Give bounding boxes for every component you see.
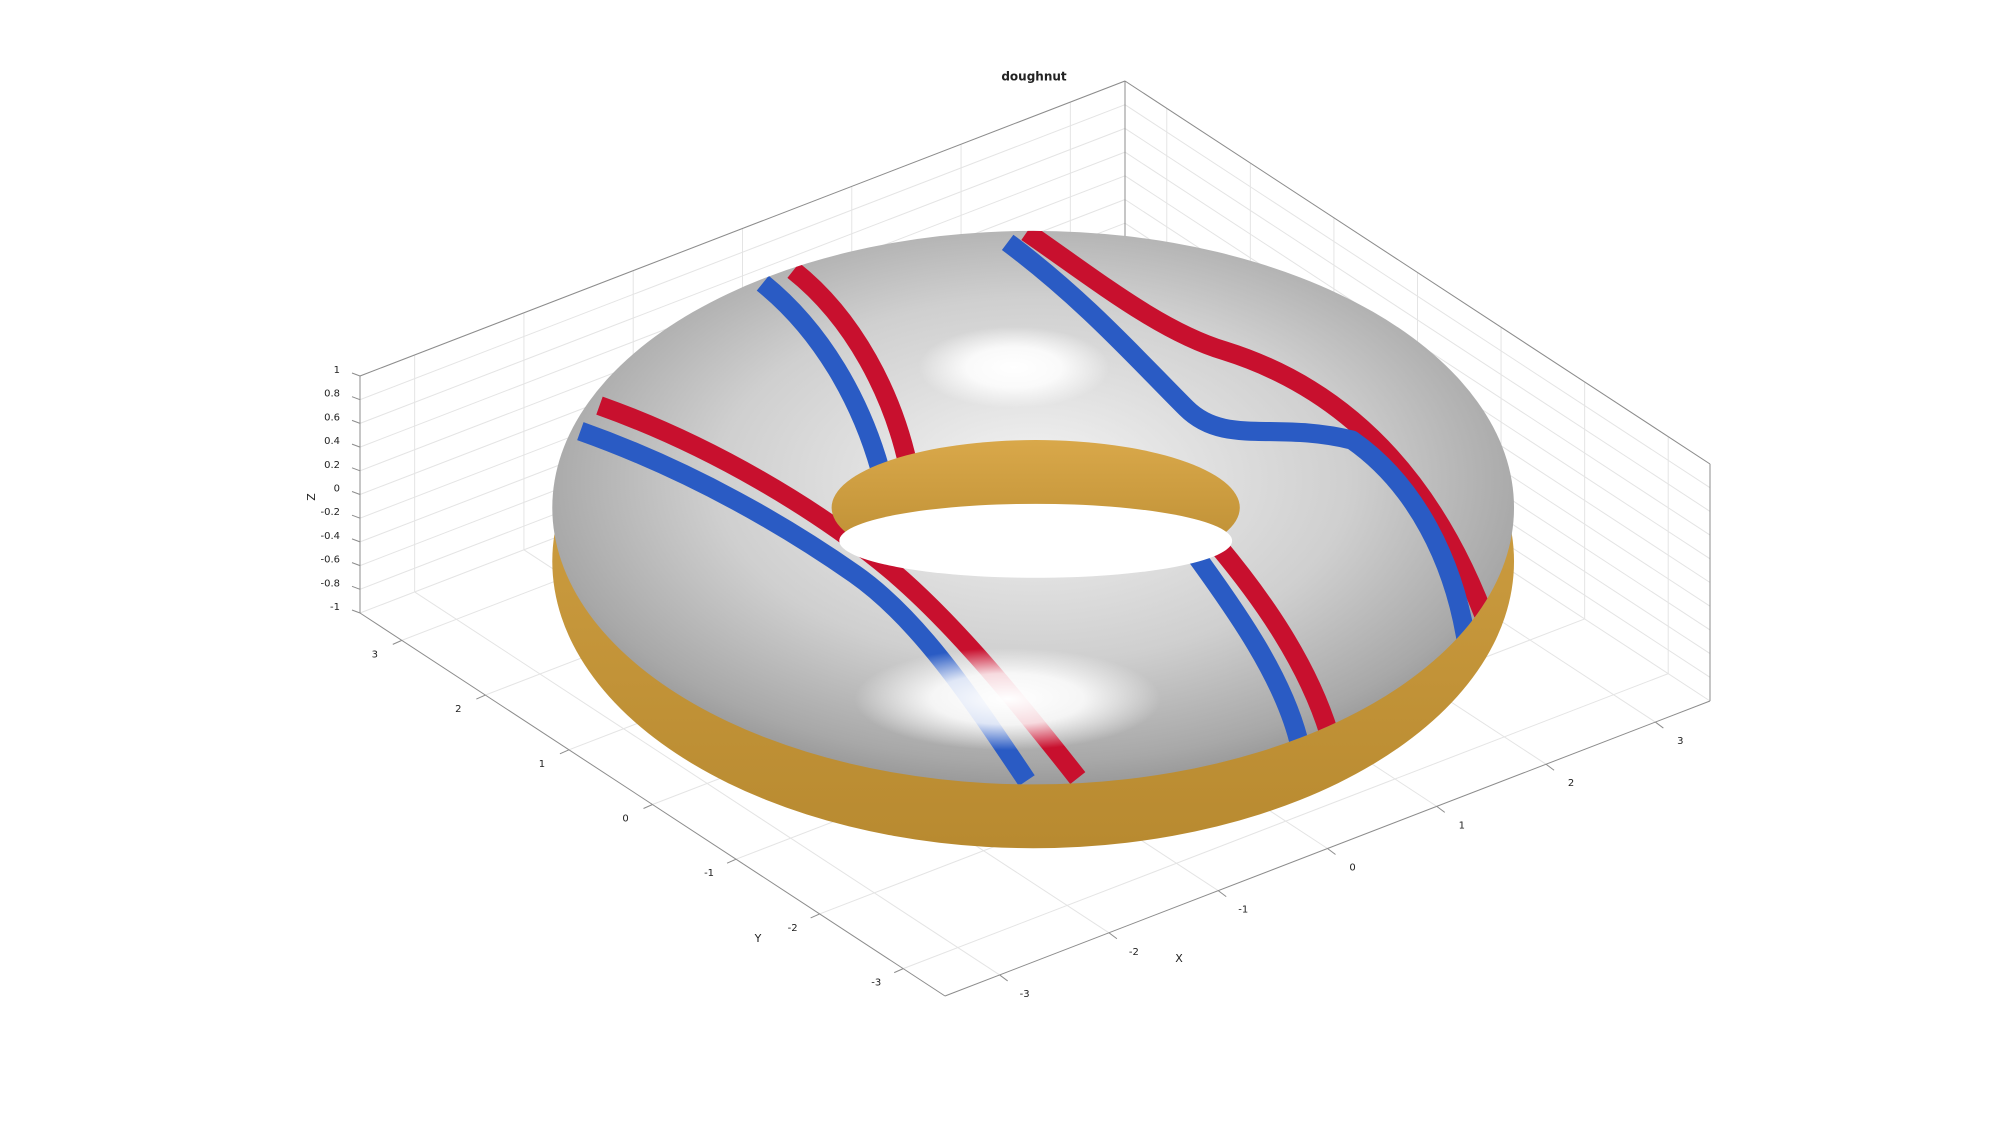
z-tick-label: 0.8 xyxy=(324,389,340,400)
grid-line xyxy=(359,104,1126,401)
x-tick xyxy=(999,974,1008,982)
z-tick xyxy=(351,396,361,401)
y-tick-label: -1 xyxy=(704,868,714,879)
z-axis-label: Z xyxy=(305,493,318,501)
z-tick-label: -0.8 xyxy=(320,578,340,589)
y-tick xyxy=(559,749,570,755)
x-tick-label: -1 xyxy=(1238,905,1248,916)
highlight xyxy=(854,647,1161,750)
x-tick xyxy=(1655,721,1664,729)
x-tick xyxy=(1545,763,1555,771)
stripe xyxy=(1184,545,1308,743)
y-axis-label: Y xyxy=(754,932,762,945)
grid-line xyxy=(1124,104,1711,489)
x-tick-label: -2 xyxy=(1129,947,1139,958)
z-tick xyxy=(351,467,361,472)
z-tick-label: 0.6 xyxy=(324,412,340,423)
y-tick xyxy=(643,804,653,809)
z-tick xyxy=(351,491,361,495)
torus-surface xyxy=(552,230,1515,849)
grid-line xyxy=(903,673,1669,970)
torus-hole xyxy=(839,503,1233,578)
z-tick xyxy=(351,585,361,590)
z-tick-label: 0.2 xyxy=(324,460,340,471)
grid-line xyxy=(359,127,1126,424)
x-tick xyxy=(1108,932,1118,940)
x-tick-label: 3 xyxy=(1677,736,1683,747)
z-tick xyxy=(351,514,361,519)
z-tick-label: -0.6 xyxy=(320,555,340,566)
y-tick-label: 2 xyxy=(455,704,461,715)
z-tick-label: 1 xyxy=(334,365,340,376)
z-tick-label: -1 xyxy=(330,602,340,613)
z-tick xyxy=(351,443,361,448)
stripe xyxy=(756,275,890,472)
y-tick-label: 1 xyxy=(539,759,545,770)
x-tick-label: 1 xyxy=(1459,820,1465,831)
z-tick xyxy=(351,538,361,543)
x-tick-label: -3 xyxy=(1020,989,1030,1000)
y-tick xyxy=(894,968,904,974)
y-tick-label: 0 xyxy=(622,814,628,825)
x-tick xyxy=(1327,848,1336,855)
z-tick xyxy=(351,562,361,567)
x-tick xyxy=(1217,890,1227,898)
chart-title: doughnut xyxy=(1001,70,1067,84)
stripe xyxy=(1210,539,1339,737)
stripe xyxy=(1021,230,1499,635)
y-tick-label: -3 xyxy=(871,978,881,989)
axis-edge xyxy=(359,80,1126,377)
x-tick xyxy=(1436,805,1446,813)
z-tick xyxy=(351,609,361,614)
stripe xyxy=(787,262,918,468)
z-tick-label: -0.2 xyxy=(320,507,340,518)
y-tick xyxy=(476,694,486,700)
z-tick xyxy=(351,372,361,377)
z-tick-label: 0.4 xyxy=(324,436,340,447)
x-tick-label: 2 xyxy=(1568,778,1574,789)
y-tick-label: 3 xyxy=(372,649,378,660)
axis-edge xyxy=(1124,80,1711,465)
y-tick xyxy=(392,639,402,645)
z-tick xyxy=(351,419,361,424)
y-tick xyxy=(810,913,820,919)
y-tick xyxy=(726,858,737,864)
z-tick-label: 0 xyxy=(334,484,340,495)
stripe xyxy=(1001,234,1477,646)
x-axis-label: X xyxy=(1175,952,1183,965)
highlight xyxy=(918,326,1110,409)
y-tick-label: -2 xyxy=(788,923,798,934)
x-tick-label: 0 xyxy=(1349,863,1355,874)
grid-line xyxy=(1124,127,1711,512)
z-tick-label: -0.4 xyxy=(320,531,340,542)
